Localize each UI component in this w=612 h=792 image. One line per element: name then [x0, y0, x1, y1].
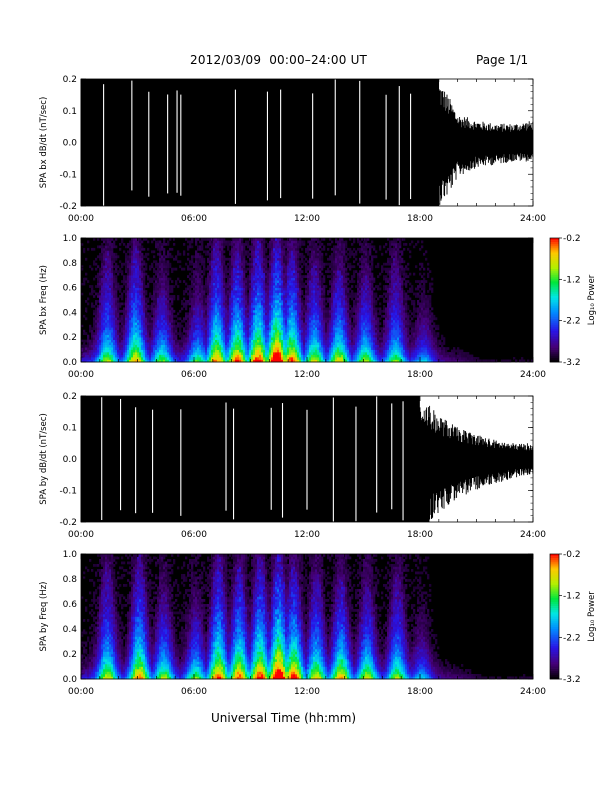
y-tick-label: 1.0 — [63, 234, 78, 244]
x-tick-label: 18:00 — [407, 370, 433, 380]
x-tick-label: 00:00 — [68, 687, 94, 697]
colorbar-label: Log₁₀ Power — [587, 274, 597, 325]
y-tick-label: 0.4 — [63, 625, 78, 635]
colorbar-tick-label: -3.2 — [563, 358, 581, 368]
x-tick-label: 06:00 — [181, 530, 207, 540]
x-tick-label: 18:00 — [407, 214, 433, 224]
x-tick-label: 00:00 — [68, 370, 94, 380]
spectrogram-panel-bx-freq — [81, 238, 534, 363]
x-tick-label: 24:00 — [520, 214, 546, 224]
x-axis-title: Universal Time (hh:mm) — [211, 711, 357, 725]
x-tick-label: 06:00 — [181, 370, 207, 380]
y-tick-label: 0.0 — [63, 139, 78, 149]
y-tick-label: -0.2 — [59, 202, 77, 212]
y-tick-label: 0.0 — [63, 455, 78, 465]
colorbar-tick-label: -2.2 — [563, 317, 581, 327]
x-tick-label: 24:00 — [520, 687, 546, 697]
dbdt-panel-by-dbdt — [80, 396, 534, 522]
page-number: Page 1/1 — [476, 53, 529, 67]
y-tick-label: -0.1 — [59, 487, 77, 497]
colorbar-label: Log₁₀ Power — [587, 591, 597, 642]
colorbar-frame — [549, 237, 560, 363]
x-tick-label: 06:00 — [181, 687, 207, 697]
x-tick-label: 24:00 — [520, 530, 546, 540]
x-tick-label: 18:00 — [407, 530, 433, 540]
colorbar-tick-label: -3.2 — [563, 675, 581, 685]
y-tick-label: 0.8 — [63, 259, 78, 269]
x-tick-label: 00:00 — [68, 214, 94, 224]
y-tick-label: 0.2 — [63, 650, 77, 660]
y-tick-label: -0.2 — [59, 518, 77, 528]
colorbar — [549, 237, 562, 363]
y-axis-label: SPA bx dB/dt (nT/sec) — [39, 97, 49, 189]
x-tick-label: 24:00 — [520, 370, 546, 380]
dbdt-panel-bx-dbdt — [80, 79, 534, 206]
x-tick-label: 12:00 — [294, 687, 320, 697]
y-tick-label: 0.8 — [63, 575, 78, 585]
y-tick-label: 0.6 — [63, 600, 78, 610]
colorbar-tick-label: -2.2 — [563, 633, 581, 643]
colorbar-tick-label: -1.2 — [563, 592, 581, 602]
colorbar — [549, 553, 562, 680]
colorbar-frame — [549, 553, 560, 680]
y-tick-label: 0.1 — [63, 424, 77, 434]
y-tick-label: 1.0 — [63, 550, 78, 560]
x-tick-label: 00:00 — [68, 530, 94, 540]
y-axis-label: SPA by Freq (Hz) — [39, 581, 49, 651]
colorbar-tick-label: -0.2 — [563, 550, 581, 560]
y-tick-label: -0.1 — [59, 170, 77, 180]
y-tick-label: 0.2 — [63, 333, 77, 343]
x-tick-label: 12:00 — [294, 214, 320, 224]
colorbar-tick-label: -1.2 — [563, 275, 581, 285]
y-axis-label: SPA by dB/dt (nT/sec) — [39, 413, 49, 505]
page-title: 2012/03/09 00:00–24:00 UT — [190, 53, 368, 67]
y-tick-label: 0.1 — [63, 107, 77, 117]
y-tick-label: 0.4 — [63, 308, 78, 318]
spectrogram-panel-by-freq — [81, 554, 534, 680]
y-tick-label: 0.0 — [63, 675, 78, 685]
y-axis-label: SPA bx Freq (Hz) — [39, 265, 49, 335]
x-tick-label: 12:00 — [294, 370, 320, 380]
x-tick-label: 12:00 — [294, 530, 320, 540]
y-tick-label: 0.2 — [63, 392, 77, 402]
y-tick-label: 0.0 — [63, 358, 78, 368]
x-tick-label: 18:00 — [407, 687, 433, 697]
x-tick-label: 06:00 — [181, 214, 207, 224]
colorbar-tick-label: -0.2 — [563, 234, 581, 244]
y-tick-label: 0.2 — [63, 75, 77, 85]
y-tick-label: 0.6 — [63, 284, 78, 294]
